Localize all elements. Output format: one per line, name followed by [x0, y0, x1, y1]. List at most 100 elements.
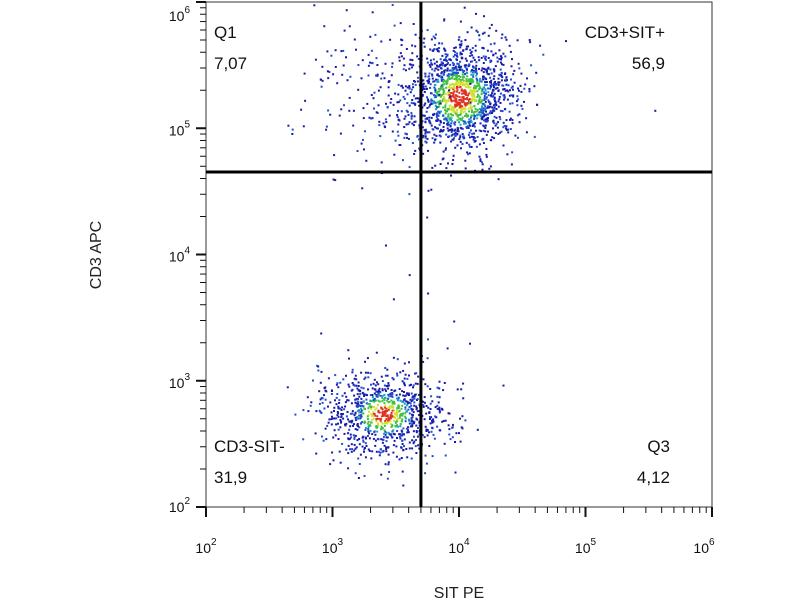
event-dot — [358, 443, 361, 446]
event-dot — [349, 425, 352, 428]
event-dot — [361, 187, 364, 190]
quadrant-q3-label: Q3 — [647, 437, 670, 456]
event-dot — [384, 404, 387, 407]
event-dot — [474, 115, 476, 117]
event-dot — [337, 407, 340, 410]
event-dot — [408, 85, 411, 87]
event-dot — [345, 415, 348, 418]
event-dot — [408, 193, 411, 196]
event-dot — [426, 29, 429, 32]
event-dot — [389, 422, 392, 425]
event-dot — [439, 64, 442, 67]
event-dot — [435, 48, 438, 51]
event-dot — [485, 97, 488, 100]
event-dot — [405, 448, 408, 450]
event-dot — [463, 92, 466, 95]
event-dot — [428, 116, 431, 119]
event-dot — [378, 450, 381, 453]
event-dot — [408, 374, 410, 377]
event-dot — [516, 100, 518, 103]
event-dot — [397, 396, 400, 399]
event-dot — [457, 71, 460, 74]
event-dot — [432, 80, 435, 83]
event-dot — [472, 86, 475, 89]
event-dot — [357, 64, 360, 66]
event-dot — [505, 83, 508, 86]
event-dot — [320, 396, 323, 399]
event-dot — [440, 84, 443, 87]
event-dot — [373, 430, 376, 433]
event-dot — [460, 100, 463, 103]
event-dot — [490, 50, 493, 53]
event-dot — [492, 108, 495, 111]
event-dot — [482, 119, 485, 122]
event-dot — [446, 124, 449, 127]
event-dot — [358, 395, 361, 398]
event-dot — [466, 97, 468, 99]
event-dot — [413, 440, 416, 443]
event-dot — [565, 40, 567, 43]
event-dot — [447, 115, 450, 118]
event-dot — [459, 113, 462, 116]
event-dot — [472, 124, 475, 127]
event-dot — [386, 422, 389, 425]
event-dot — [441, 420, 444, 423]
event-dot — [442, 389, 445, 392]
event-dot — [436, 112, 439, 115]
event-dot — [487, 91, 490, 94]
event-dot — [350, 450, 353, 453]
event-dot — [356, 401, 359, 404]
event-dot — [460, 88, 463, 91]
event-dot — [459, 60, 462, 63]
event-dot — [504, 89, 507, 92]
event-dot — [454, 134, 457, 137]
event-dot — [497, 100, 500, 103]
event-dot — [500, 130, 503, 133]
event-dot — [489, 59, 492, 62]
event-dot — [340, 414, 343, 417]
event-dot — [448, 129, 451, 131]
event-dot — [405, 48, 408, 50]
event-dot — [450, 131, 453, 133]
event-dot — [360, 397, 363, 400]
event-dot — [449, 116, 452, 119]
event-dot — [398, 433, 401, 436]
event-dot — [356, 424, 359, 427]
event-dot — [476, 117, 479, 120]
event-dot — [341, 413, 344, 415]
event-dot — [502, 88, 505, 91]
event-dot — [507, 131, 510, 134]
event-dot — [387, 453, 390, 456]
event-dot — [335, 423, 338, 426]
event-dot — [500, 74, 503, 77]
event-dot — [504, 55, 507, 58]
event-dot — [480, 93, 483, 95]
event-dot — [406, 102, 409, 105]
event-dot — [483, 15, 485, 18]
event-dot — [462, 135, 465, 138]
event-dot — [412, 124, 415, 127]
event-dot — [360, 386, 363, 389]
event-dot — [390, 74, 393, 77]
event-dot — [480, 130, 483, 133]
event-dot — [510, 86, 513, 89]
event-dot — [372, 437, 375, 440]
event-dot — [404, 415, 407, 418]
event-dot — [484, 89, 487, 92]
event-dot — [436, 106, 438, 109]
event-dot — [458, 102, 461, 105]
event-dot — [443, 64, 446, 67]
event-dot — [469, 116, 472, 119]
event-dot — [363, 450, 365, 453]
event-dot — [444, 69, 447, 72]
event-dot — [375, 74, 377, 77]
y-tick-label: 103 — [169, 372, 191, 391]
event-dot — [510, 78, 512, 81]
event-dot — [395, 411, 398, 414]
event-dot — [409, 58, 412, 61]
event-dot — [351, 371, 354, 374]
event-dot — [465, 94, 468, 96]
event-dot — [372, 411, 375, 413]
event-dot — [400, 44, 403, 47]
event-dot — [375, 351, 378, 354]
